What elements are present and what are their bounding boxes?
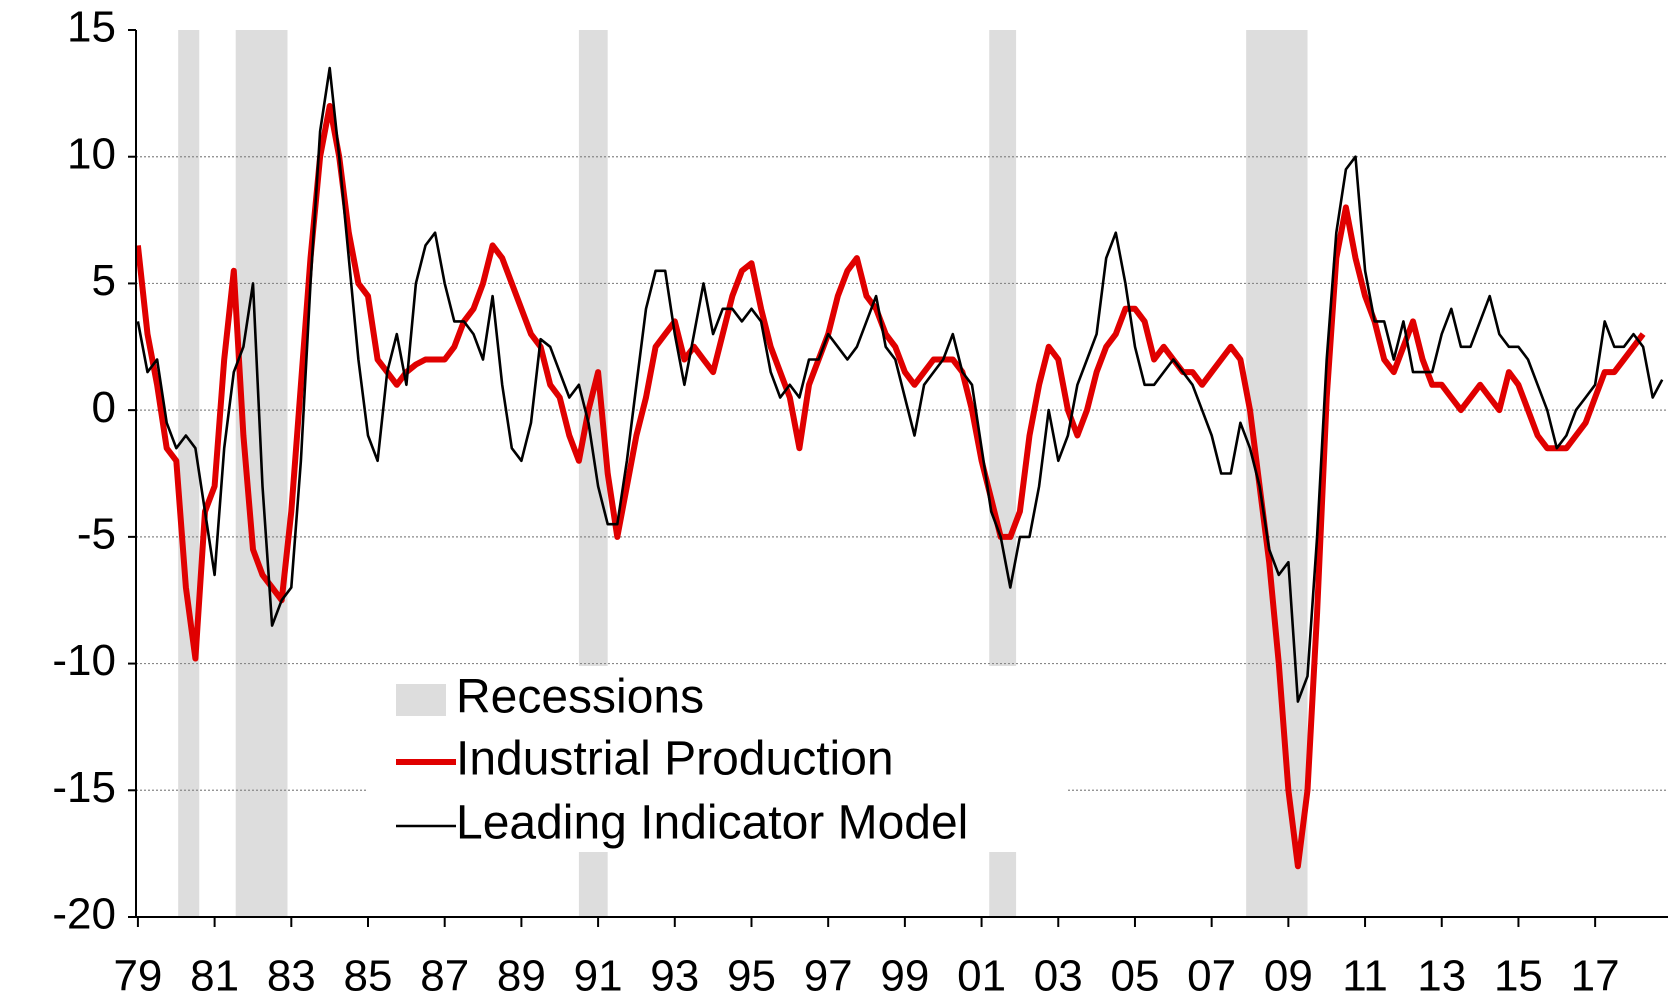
x-tick-label: 07 (1187, 952, 1236, 1001)
x-tick-label: 85 (344, 952, 393, 1001)
lines (134, 66, 1664, 870)
x-tick-label: 03 (1034, 952, 1083, 1001)
legend-label: Leading Indicator Model (456, 797, 968, 850)
x-tick-label: 97 (804, 952, 853, 1001)
x-tick-label: 79 (113, 952, 162, 1001)
x-tick-label: 81 (190, 952, 239, 1001)
x-tick-label: 01 (957, 952, 1006, 1001)
y-tick-label: 0 (92, 383, 116, 432)
legend-background (368, 666, 1066, 852)
x-tick-label: 95 (727, 952, 776, 1001)
x-tick-label: 13 (1417, 952, 1466, 1001)
legend-label: Recessions (456, 671, 704, 724)
x-tick-label: 11 (1342, 952, 1388, 1001)
x-tick-label: 09 (1264, 952, 1313, 1001)
y-tick-label: -10 (52, 636, 116, 685)
x-tick-label: 87 (420, 952, 469, 1001)
x-tick-label: 15 (1494, 952, 1543, 1001)
x-tick-label: 91 (574, 952, 623, 1001)
y-tick-label: 15 (67, 3, 116, 52)
recession-band (178, 30, 200, 917)
x-tick-label: 89 (497, 952, 546, 1001)
y-tick-label: -20 (52, 890, 116, 939)
legend: Recessions Industrial Production Leading I… (368, 666, 1066, 852)
x-tick-label: 17 (1571, 952, 1620, 1001)
legend-swatch (396, 684, 446, 716)
x-tick-label: 83 (267, 952, 316, 1001)
x-tick-label: 05 (1110, 952, 1159, 1001)
x-tick-label: 93 (650, 952, 699, 1001)
y-tick-label: 5 (92, 256, 116, 305)
x-tick-label: 99 (880, 952, 929, 1001)
y-tick-label: -15 (52, 763, 116, 812)
y-tick-label: 10 (67, 129, 116, 178)
series-line (136, 66, 1664, 703)
y-tick-label: -5 (77, 509, 116, 558)
series-line (134, 103, 1646, 870)
legend-label: Industrial Production (456, 733, 894, 786)
